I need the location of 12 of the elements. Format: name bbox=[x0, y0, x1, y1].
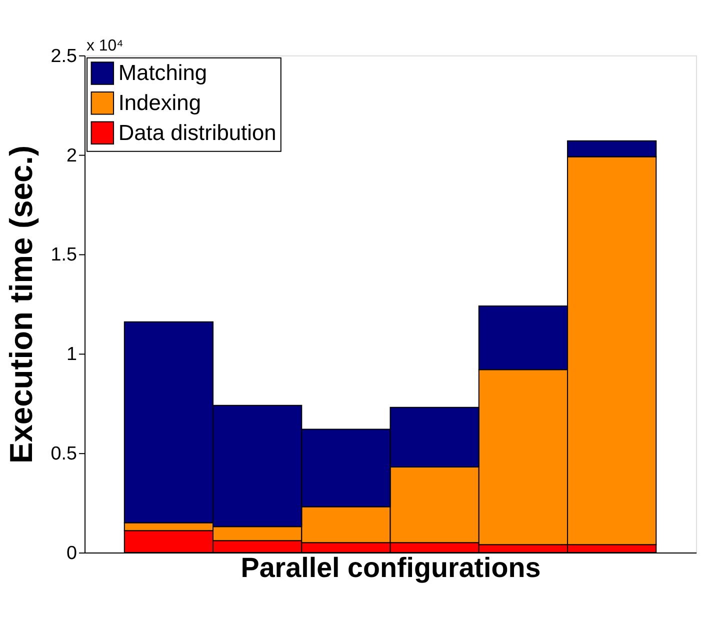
legend-label: Matching bbox=[118, 60, 208, 86]
legend-label: Indexing bbox=[118, 90, 201, 116]
y-tick-label: 1 bbox=[66, 344, 78, 366]
legend-label: Data distribution bbox=[118, 120, 276, 145]
y-tick-label: 1.5 bbox=[50, 244, 78, 266]
y-tick-label: 2.5 bbox=[50, 46, 78, 67]
x-axis-title: Parallel configurations bbox=[240, 552, 541, 583]
y-tick-label: 2 bbox=[66, 145, 78, 166]
y-tick-label: 0 bbox=[66, 542, 78, 564]
y-axis-title: Execution time (sec.) bbox=[2, 145, 39, 464]
text: x 10⁴ bbox=[86, 37, 124, 54]
y-tick-label: 0.5 bbox=[50, 444, 78, 465]
